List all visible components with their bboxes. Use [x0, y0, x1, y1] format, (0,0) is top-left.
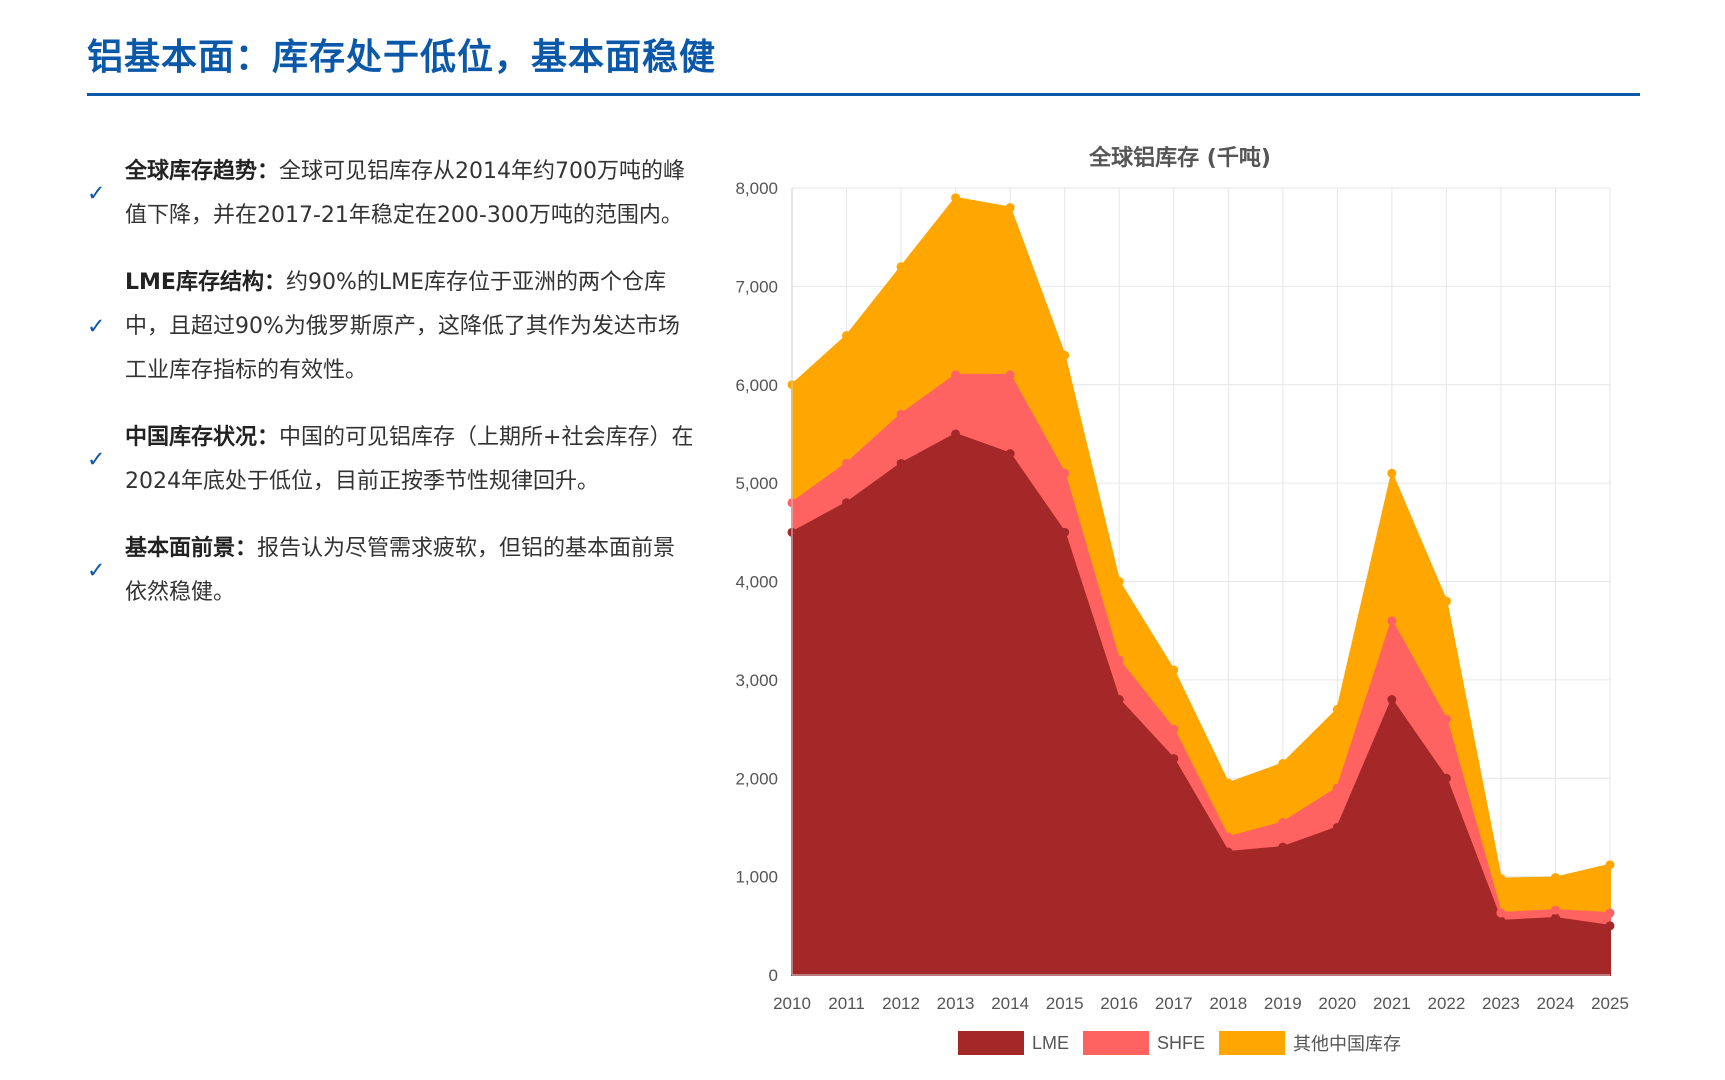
data-point [1223, 847, 1233, 857]
check-icon: ✓ [87, 558, 106, 584]
data-point [1496, 916, 1506, 926]
key-point-lead: 中国库存状况： [125, 425, 280, 450]
data-point [1496, 908, 1506, 918]
y-tick-label: 6,000 [735, 376, 778, 395]
key-point-body: 基本面前景：报告认为尽管需求疲软，但铝的基本面前景依然稳健。 [125, 527, 697, 615]
data-point [1278, 842, 1288, 852]
x-tick-label: 2022 [1427, 994, 1465, 1013]
x-tick-label: 2013 [937, 994, 975, 1013]
area-LME [791, 432, 1611, 976]
data-point [896, 458, 906, 468]
key-point-body: 全球库存趋势：全球可见铝库存从2014年约700万吨的峰值下降，并在2017-2… [125, 150, 697, 238]
y-tick-label: 4,000 [735, 573, 778, 592]
x-tick-label: 2014 [991, 994, 1029, 1013]
data-point [1387, 616, 1397, 626]
data-point [1060, 350, 1070, 360]
data-point [1278, 758, 1288, 768]
y-tick-label: 8,000 [735, 179, 778, 198]
y-tick-label: 3,000 [735, 671, 778, 690]
key-point-lead: LME库存结构： [125, 270, 286, 295]
y-tick-label: 7,000 [735, 277, 778, 296]
key-point-lme-structure: ✓ LME库存结构：约90%的LME库存位于亚洲的两个仓库中，且超过90%为俄罗… [87, 261, 697, 393]
data-point [951, 370, 961, 380]
data-point [1387, 468, 1397, 478]
data-point [1387, 695, 1397, 705]
data-point [951, 193, 961, 203]
data-point [1550, 905, 1560, 915]
key-point-text: 全球可见铝库存从2014年约700万吨的峰值下降，并在2017-21年稳定在20… [125, 159, 685, 228]
data-point [1496, 874, 1506, 884]
data-point [1550, 913, 1560, 923]
x-tick-label: 2019 [1264, 994, 1302, 1013]
x-tick-label: 2021 [1373, 994, 1411, 1013]
x-tick-label: 2015 [1046, 994, 1084, 1013]
data-point [1605, 921, 1615, 931]
x-tick-label: 2025 [1591, 994, 1629, 1013]
y-tick-label: 1,000 [735, 868, 778, 887]
check-icon: ✓ [87, 181, 106, 207]
data-point [951, 429, 961, 439]
x-tick-label: 2011 [828, 994, 865, 1013]
data-point [1223, 832, 1233, 842]
key-point-body: 中国库存状况：中国的可见铝库存（上期所+社会库存）在2024年底处于低位，目前正… [125, 416, 697, 504]
x-tick-label: 2018 [1209, 994, 1247, 1013]
data-point [1605, 908, 1615, 918]
x-tick-label: 2020 [1318, 994, 1356, 1013]
data-point [1169, 754, 1179, 764]
points [787, 193, 1615, 931]
data-point [1441, 596, 1451, 606]
key-point-outlook: ✓ 基本面前景：报告认为尽管需求疲软，但铝的基本面前景依然稳健。 [87, 527, 697, 615]
key-point-body: LME库存结构：约90%的LME库存位于亚洲的两个仓库中，且超过90%为俄罗斯原… [125, 261, 697, 393]
areas [791, 196, 1611, 976]
key-point-china-inventory: ✓ 中国库存状况：中国的可见铝库存（上期所+社会库存）在2024年底处于低位，目… [87, 416, 697, 504]
data-point [896, 262, 906, 272]
data-point [1114, 577, 1124, 586]
x-tick-label: 2017 [1155, 994, 1193, 1013]
x-tick-label: 2010 [773, 994, 811, 1013]
x-tick-label: 2024 [1537, 994, 1575, 1013]
data-point [1441, 714, 1451, 724]
check-icon: ✓ [87, 447, 106, 473]
data-point [1332, 783, 1342, 793]
y-tick-label: 2,000 [735, 769, 778, 788]
data-point [1114, 655, 1124, 665]
key-point-text: 约90%的LME库存位于亚洲的两个仓库中，且超过90%为俄罗斯原产，这降低了其作… [125, 270, 680, 383]
data-point [1223, 778, 1233, 788]
x-tick-label: 2012 [882, 994, 920, 1013]
data-point [1278, 818, 1288, 828]
data-point [1605, 860, 1615, 870]
data-point [1441, 773, 1451, 783]
data-point [896, 409, 906, 419]
check-icon: ✓ [87, 314, 106, 340]
data-point [1005, 449, 1015, 459]
data-point [1332, 822, 1342, 832]
data-point [1005, 370, 1015, 380]
key-point-text: 报告认为尽管需求疲软，但铝的基本面前景依然稳健。 [125, 536, 676, 605]
data-point [1114, 695, 1124, 705]
x-tick-label: 2016 [1100, 994, 1138, 1013]
x-tick-label: 2023 [1482, 994, 1520, 1013]
data-point [1550, 873, 1560, 883]
key-point-lead: 基本面前景： [125, 536, 258, 561]
data-point [842, 331, 852, 341]
data-point [1169, 724, 1179, 734]
data-point [842, 458, 852, 468]
data-point [1060, 527, 1070, 537]
page-title: 铝基本面：库存处于低位，基本面稳健 [87, 37, 717, 78]
data-point [1060, 468, 1070, 478]
data-point [842, 498, 852, 508]
data-point [1332, 704, 1342, 714]
y-tick-label: 0 [769, 966, 778, 985]
key-point-lead: 全球库存趋势： [125, 159, 280, 184]
key-point-text: 中国的可见铝库存（上期所+社会库存）在2024年底处于低位，目前正按季节性规律回… [125, 425, 694, 494]
data-point [1005, 203, 1015, 213]
data-point [1169, 665, 1179, 675]
title-divider [87, 93, 1640, 96]
key-points-list: ✓ 全球库存趋势：全球可见铝库存从2014年约700万吨的峰值下降，并在2017… [87, 150, 697, 638]
y-tick-label: 5,000 [735, 474, 778, 493]
key-point-global-trend: ✓ 全球库存趋势：全球可见铝库存从2014年约700万吨的峰值下降，并在2017… [87, 150, 697, 238]
